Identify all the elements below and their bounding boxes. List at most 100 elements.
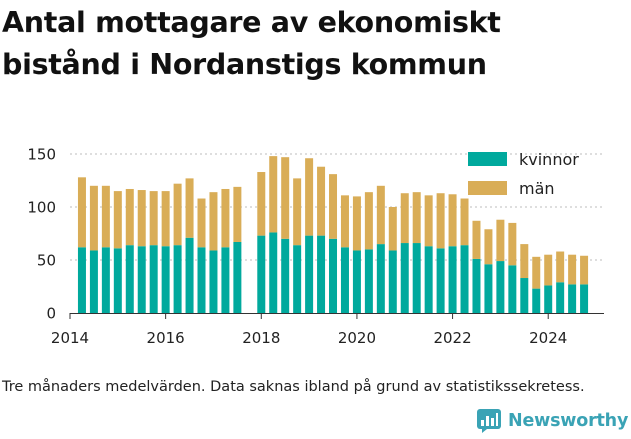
bar-kvinnor bbox=[209, 250, 218, 313]
bar-kvinnor bbox=[137, 246, 146, 313]
bar-kvinnor bbox=[161, 246, 170, 313]
bar-kvinnor bbox=[496, 261, 505, 313]
legend: kvinnor män bbox=[468, 150, 579, 198]
bar-man bbox=[424, 195, 433, 247]
bar-man bbox=[388, 207, 397, 251]
brand-name: Newsworthy bbox=[508, 411, 629, 431]
bar-kvinnor bbox=[520, 278, 529, 313]
bar-kvinnor bbox=[185, 237, 194, 313]
bar-man bbox=[185, 178, 194, 238]
bar-man bbox=[544, 254, 553, 286]
bar-kvinnor bbox=[532, 288, 541, 313]
y-tick-label: 50 bbox=[37, 252, 56, 270]
y-tick-label: 100 bbox=[27, 199, 56, 217]
bar-man bbox=[460, 198, 469, 246]
x-tick-label: 2022 bbox=[433, 329, 471, 347]
bar-kvinnor bbox=[556, 282, 565, 313]
bar-kvinnor bbox=[580, 284, 589, 313]
bar-kvinnor bbox=[364, 249, 373, 313]
bar-man bbox=[317, 166, 326, 236]
bar-man bbox=[221, 188, 230, 248]
bar-man bbox=[484, 229, 493, 265]
bar-kvinnor bbox=[448, 246, 457, 313]
legend-swatch-kvinnor bbox=[468, 152, 507, 166]
bar-man bbox=[400, 193, 409, 244]
bar-man bbox=[568, 254, 577, 285]
bar-kvinnor bbox=[484, 264, 493, 313]
bar-kvinnor bbox=[173, 245, 182, 313]
x-tick-label: 2024 bbox=[529, 329, 567, 347]
x-tick-label: 2014 bbox=[51, 329, 89, 347]
bar-kvinnor bbox=[125, 245, 134, 313]
bar-man bbox=[101, 185, 110, 248]
bar-man bbox=[233, 186, 242, 242]
bar-kvinnor bbox=[340, 247, 349, 313]
bar-man bbox=[412, 192, 421, 244]
bar-kvinnor bbox=[305, 235, 314, 313]
bar-man bbox=[472, 220, 481, 259]
bar-kvinnor bbox=[293, 245, 302, 313]
bar-kvinnor bbox=[472, 258, 481, 313]
bar-man bbox=[376, 185, 385, 245]
bar-man bbox=[532, 256, 541, 289]
chart-title: Antal mottagare av ekonomiskt bistånd i … bbox=[2, 6, 501, 81]
bar-kvinnor bbox=[388, 250, 397, 313]
bar-kvinnor bbox=[269, 232, 278, 313]
bar-man bbox=[89, 185, 98, 251]
bar-man bbox=[520, 244, 529, 279]
bar-man bbox=[305, 158, 314, 236]
bar-kvinnor bbox=[436, 248, 445, 313]
bar-man bbox=[329, 174, 338, 239]
bar-kvinnor bbox=[233, 241, 242, 313]
x-tick-label: 2020 bbox=[338, 329, 376, 347]
x-tick-label: 2016 bbox=[147, 329, 185, 347]
bar-man bbox=[161, 191, 170, 247]
x-tick-label: 2018 bbox=[242, 329, 280, 347]
legend-label-kvinnor: kvinnor bbox=[519, 150, 579, 169]
bar-man bbox=[496, 219, 505, 262]
bar-kvinnor bbox=[221, 247, 230, 313]
bars bbox=[77, 156, 589, 313]
legend-label-man: män bbox=[519, 179, 555, 198]
bar-kvinnor bbox=[77, 247, 86, 313]
bar-kvinnor bbox=[197, 247, 206, 313]
bar-man bbox=[580, 255, 589, 285]
bar-man bbox=[436, 193, 445, 249]
bar-man bbox=[113, 191, 122, 249]
bar-kvinnor bbox=[412, 243, 421, 313]
y-tick-label: 0 bbox=[46, 305, 56, 323]
bar-kvinnor bbox=[508, 265, 517, 313]
bar-man bbox=[556, 251, 565, 283]
bar-man bbox=[173, 183, 182, 246]
bar-man bbox=[257, 172, 266, 236]
y-tick-label: 150 bbox=[27, 146, 56, 164]
bar-chart-logo-icon bbox=[477, 409, 501, 433]
bar-man bbox=[209, 192, 218, 251]
bar-kvinnor bbox=[113, 248, 122, 313]
bar-kvinnor bbox=[329, 238, 338, 313]
bar-kvinnor bbox=[101, 247, 110, 313]
legend-swatch-man bbox=[468, 181, 507, 195]
bar-kvinnor bbox=[568, 284, 577, 313]
footnote: Tre månaders medelvärden. Data saknas ib… bbox=[2, 379, 585, 395]
bar-kvinnor bbox=[424, 246, 433, 313]
bar-man bbox=[197, 198, 206, 248]
bar-man bbox=[269, 156, 278, 233]
bar-kvinnor bbox=[376, 244, 385, 313]
bar-kvinnor bbox=[89, 250, 98, 313]
bar-man bbox=[77, 177, 86, 248]
bar-man bbox=[281, 157, 290, 239]
bar-kvinnor bbox=[400, 243, 409, 313]
bar-kvinnor bbox=[257, 235, 266, 313]
bar-man bbox=[340, 195, 349, 248]
bar-man bbox=[448, 194, 457, 247]
bar-kvinnor bbox=[317, 235, 326, 313]
bar-kvinnor bbox=[460, 245, 469, 313]
bar-man bbox=[352, 196, 361, 251]
bar-man bbox=[364, 192, 373, 250]
newsworthy-logo[interactable]: Newsworthy bbox=[476, 408, 628, 434]
bar-man bbox=[293, 178, 302, 246]
bar-kvinnor bbox=[149, 245, 158, 313]
axes: 0 50 100 150 2014 2016 2018 2020 2022 2024 bbox=[27, 146, 604, 347]
